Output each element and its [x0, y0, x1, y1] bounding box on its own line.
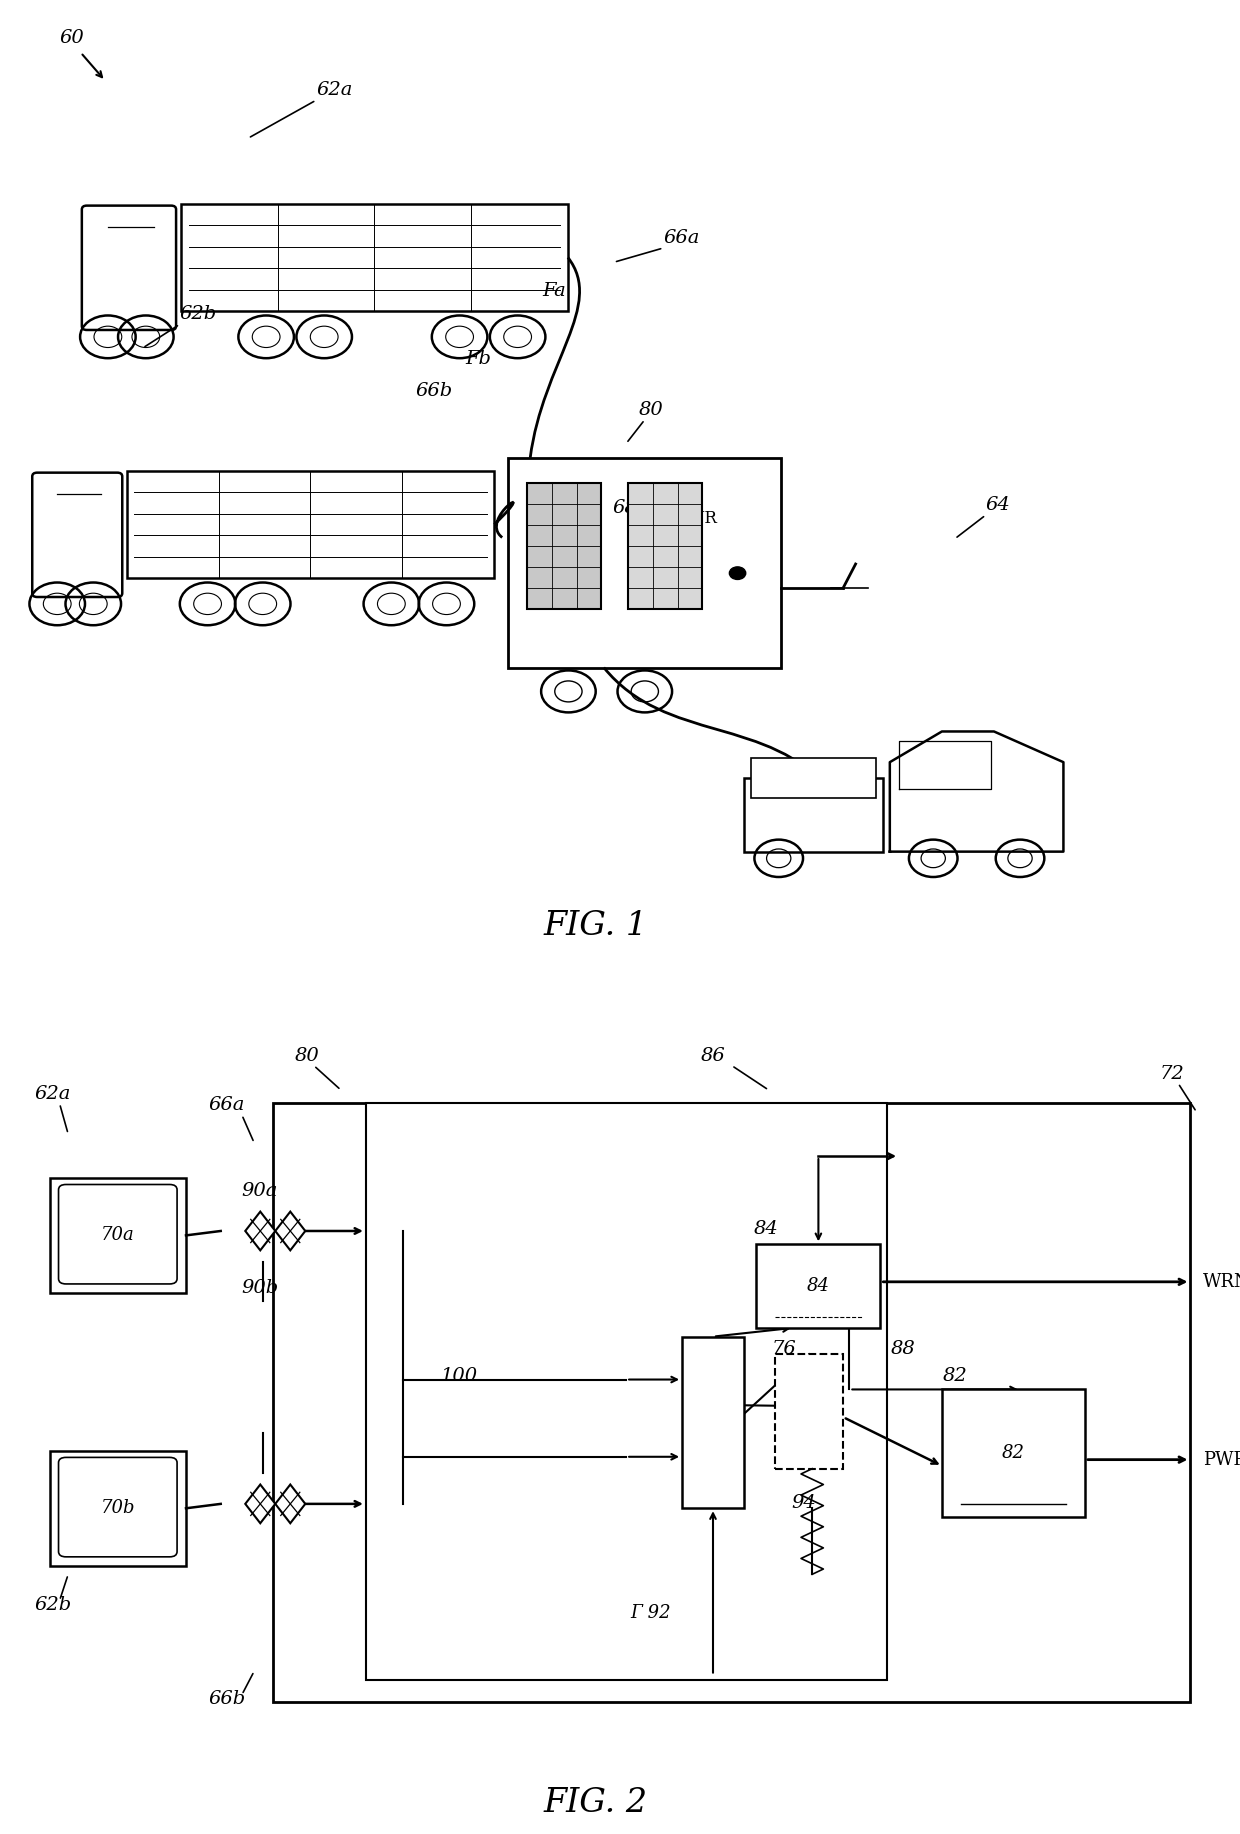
Text: 88: 88: [890, 1341, 915, 1359]
Bar: [273, 1104, 1190, 1702]
Text: 60: 60: [60, 29, 84, 48]
Text: 70a: 70a: [100, 1227, 135, 1245]
FancyBboxPatch shape: [58, 1185, 177, 1284]
Text: 62b: 62b: [35, 1596, 72, 1614]
Text: FIG. 2: FIG. 2: [543, 1786, 647, 1819]
Text: 90a: 90a: [242, 1181, 278, 1199]
Text: 84: 84: [807, 1276, 830, 1295]
Bar: [50, 1451, 186, 1566]
Text: 74: 74: [680, 1434, 704, 1453]
Text: 68: 68: [613, 499, 637, 517]
Polygon shape: [890, 732, 1064, 851]
Text: PWR: PWR: [1203, 1451, 1240, 1469]
Bar: [508, 458, 781, 668]
Text: 80: 80: [295, 1047, 320, 1066]
Text: FIG. 1: FIG. 1: [543, 910, 647, 941]
Text: WRN: WRN: [1203, 1273, 1240, 1291]
Text: 62a: 62a: [316, 81, 352, 99]
Bar: [629, 482, 702, 609]
Bar: [50, 1177, 186, 1293]
Text: 86: 86: [701, 1047, 725, 1066]
Bar: [775, 1353, 843, 1469]
Bar: [751, 757, 875, 798]
Polygon shape: [275, 1212, 305, 1251]
Polygon shape: [275, 1484, 305, 1524]
Text: 90b: 90b: [242, 1278, 279, 1297]
Text: 70b: 70b: [100, 1498, 135, 1517]
Bar: [942, 1390, 1085, 1517]
Polygon shape: [246, 1484, 275, 1524]
Text: 66b: 66b: [415, 381, 453, 400]
Text: 84: 84: [754, 1220, 779, 1238]
Text: 82: 82: [1002, 1443, 1025, 1462]
Text: 66b: 66b: [208, 1689, 246, 1707]
Text: 82: 82: [942, 1366, 967, 1385]
Text: Fa: Fa: [542, 282, 565, 299]
Bar: [682, 1337, 744, 1508]
Text: Г 92: Г 92: [630, 1605, 671, 1623]
Bar: [126, 471, 495, 578]
Text: 94: 94: [791, 1495, 816, 1513]
FancyBboxPatch shape: [32, 473, 123, 598]
Circle shape: [729, 567, 745, 580]
Text: 66a: 66a: [208, 1097, 244, 1115]
Text: 66a: 66a: [663, 229, 699, 248]
Bar: [744, 778, 883, 851]
Bar: [366, 1104, 887, 1680]
Text: 64: 64: [986, 497, 1011, 514]
Text: Fb: Fb: [465, 350, 491, 369]
Bar: [181, 204, 568, 312]
Text: 100: 100: [440, 1366, 477, 1385]
Text: PWR: PWR: [676, 510, 717, 526]
FancyBboxPatch shape: [82, 205, 176, 330]
Bar: [527, 482, 601, 609]
Text: 76: 76: [771, 1341, 796, 1359]
Text: 62a: 62a: [35, 1086, 71, 1102]
Text: 72: 72: [1159, 1066, 1184, 1082]
Text: 62b: 62b: [180, 306, 217, 323]
Bar: [756, 1243, 880, 1328]
Text: 80: 80: [639, 402, 663, 418]
Polygon shape: [246, 1212, 275, 1251]
FancyBboxPatch shape: [58, 1458, 177, 1557]
